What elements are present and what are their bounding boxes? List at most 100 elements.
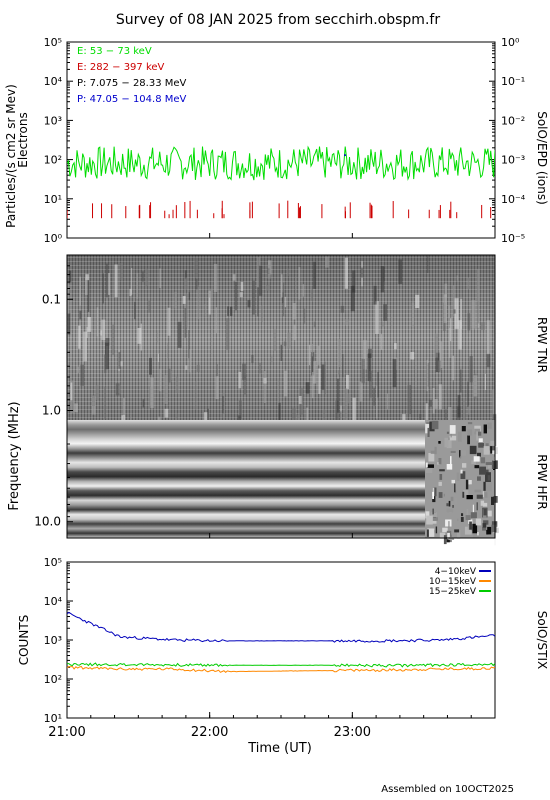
tnr-noise-mark (149, 357, 152, 375)
tnr-noise-mark (108, 273, 110, 295)
tnr-noise-mark (369, 371, 372, 398)
tnr-noise-mark (412, 323, 414, 329)
epd-proton-point (344, 154, 346, 157)
hfr-noise-mark (467, 429, 473, 436)
y-tick-label: 10³ (44, 114, 62, 127)
tnr-noise-mark (361, 358, 365, 384)
rpw-hfr-spectrogram (67, 420, 425, 538)
tnr-noise-mark (373, 387, 376, 406)
tnr-noise-mark (432, 388, 435, 414)
tnr-noise-mark (453, 309, 456, 314)
epd-y-axis-label: Particles/(s cm2 sr Mev) (4, 84, 18, 228)
tnr-noise-mark (273, 329, 277, 351)
hfr-noise-mark (450, 450, 456, 453)
hfr-noise-mark (487, 526, 492, 535)
tnr-noise-mark (460, 298, 463, 329)
hfr-noise-mark (431, 521, 437, 524)
hfr-noise-mark (461, 513, 464, 517)
tnr-noise-mark (77, 366, 79, 373)
tnr-noise-mark (267, 264, 271, 279)
tnr-noise-mark (197, 286, 199, 320)
tnr-noise-mark (298, 396, 302, 404)
epd-right-y-axis: 10⁻⁵ 10⁻⁴ 10⁻³ 10⁻² 10⁻¹ 10⁰ (489, 36, 526, 245)
hfr-noise-mark (461, 450, 467, 456)
tnr-noise-mark (443, 294, 447, 323)
tnr-noise-mark (435, 352, 440, 372)
hfr-noise-mark (450, 432, 452, 438)
tnr-noise-mark (456, 406, 461, 432)
tnr-noise-mark (114, 264, 118, 298)
tnr-noise-mark (67, 313, 71, 335)
tnr-noise-mark (467, 381, 469, 407)
tnr-noise-mark (240, 282, 244, 291)
rpw-frame (66, 254, 496, 539)
tnr-noise-mark (74, 403, 78, 413)
hfr-noise-mark (491, 524, 497, 533)
tnr-noise-mark (342, 354, 344, 378)
hfr-noise-mark (446, 503, 450, 507)
hfr-noise-mark (490, 446, 493, 454)
tnr-noise-mark (350, 285, 355, 312)
hfr-noise-mark (480, 500, 485, 506)
tnr-noise-mark (96, 307, 99, 337)
tnr-noise-mark (452, 285, 455, 317)
hfr-noise-mark (464, 526, 472, 535)
tnr-noise-mark (122, 398, 125, 417)
tnr-noise-mark (167, 368, 171, 383)
hfr-noise-mark (446, 536, 450, 543)
tnr-noise-mark (105, 337, 110, 346)
stix-legend-label: 10−15keV (429, 577, 477, 587)
hfr-noise-mark (460, 517, 464, 522)
hfr-noise-mark (470, 512, 477, 519)
epd-right-label: SolO/EPD (ions) (535, 111, 549, 205)
hfr-noise-mark (448, 500, 451, 507)
tnr-noise-mark (239, 292, 243, 298)
rpw-y-axis: 0.1 1.0 10.0 (34, 265, 73, 529)
hfr-noise-mark (425, 462, 428, 468)
rpw-hfr-label: RPW HFR (535, 454, 549, 510)
tnr-noise-mark (104, 354, 107, 374)
tnr-noise-mark (79, 276, 81, 306)
tnr-noise-mark (226, 318, 230, 350)
hfr-noise-mark (454, 483, 456, 493)
tnr-noise-mark (243, 375, 247, 395)
hfr-noise-mark (428, 453, 435, 462)
tnr-noise-mark (251, 355, 254, 364)
tnr-noise-mark (410, 352, 415, 360)
hfr-noise-mark (431, 420, 439, 430)
tnr-noise-mark (324, 361, 326, 395)
hfr-noise-mark (465, 479, 469, 490)
hfr-noise-mark (467, 525, 470, 530)
tnr-noise-mark (292, 407, 296, 427)
y-tick-label: 10⁴ (44, 75, 63, 88)
tnr-noise-mark (439, 341, 443, 369)
tnr-noise-mark (390, 313, 393, 330)
tnr-noise-mark (468, 405, 470, 415)
tnr-noise-mark (352, 397, 356, 429)
tnr-noise-mark (157, 330, 159, 344)
tnr-noise-mark (425, 403, 428, 422)
tnr-noise-mark (452, 355, 454, 381)
tnr-noise-mark (284, 370, 288, 397)
tnr-noise-mark (118, 351, 121, 369)
hfr-noise-mark (446, 464, 453, 470)
epd-legend-entry: P: 7.075 − 28.33 MeV (77, 78, 187, 89)
hfr-noise-mark (449, 425, 456, 434)
hfr-noise-mark (483, 508, 487, 516)
y-tick-label: 10² (44, 673, 62, 686)
tnr-noise-mark (318, 368, 321, 394)
epd-legend-entry: P: 47.05 − 104.8 MeV (77, 94, 187, 105)
stix-y-axis: 10¹ 10² 10³ 10⁴ 10⁵ (44, 556, 73, 725)
tnr-noise-mark (398, 259, 403, 284)
hfr-noise-mark (425, 465, 433, 473)
hfr-noise-mark (476, 502, 478, 511)
hfr-noise-mark (483, 446, 490, 455)
tnr-noise-mark (189, 349, 191, 373)
hfr-noise-mark (485, 481, 492, 492)
tnr-noise-mark (157, 353, 159, 362)
tnr-noise-mark (376, 385, 378, 419)
y-tick-label: 10⁵ (44, 36, 62, 49)
hfr-noise-mark (443, 493, 445, 497)
tnr-noise-mark (446, 389, 448, 395)
